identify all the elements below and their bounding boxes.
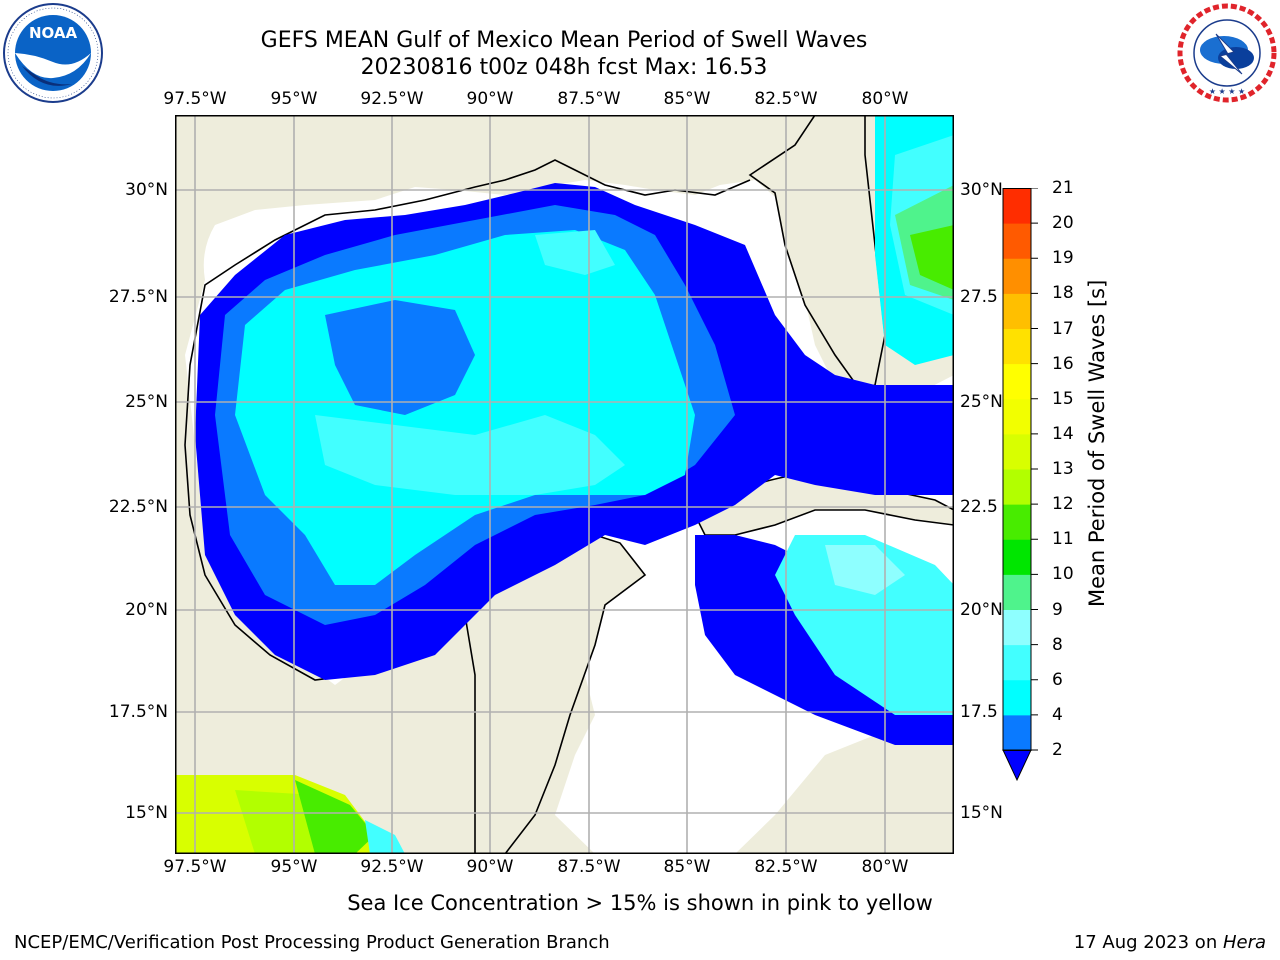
colorbar-swatch-15 [1003, 188, 1031, 224]
nws-logo: ★ ★ ★ ★ [1176, 2, 1278, 104]
svg-text:NOAA: NOAA [29, 24, 78, 42]
lon-tick-bottom: 82.5°W [754, 857, 818, 877]
lon-tick-top: 82.5°W [754, 89, 818, 109]
colorbar-swatch-14 [1003, 223, 1031, 259]
lon-tick-bottom: 97.5°W [163, 857, 227, 877]
swell-contour-12 [910, 225, 954, 290]
colorbar-tick-label: 2 [1052, 740, 1063, 760]
lon-tick-bottom: 87.5°W [557, 857, 621, 877]
lat-lon-grid [175, 115, 954, 854]
colorbar-tick-label: 19 [1052, 248, 1074, 269]
colorbar-swatch-0 [1003, 714, 1031, 751]
colorbar-swatch-3 [1003, 609, 1031, 646]
map-subtitle: 20230816 t00z 048h fcst Max: 16.53 [360, 55, 768, 80]
colorbar-tick-label: 11 [1052, 529, 1074, 550]
lon-tick-top: 92.5°W [360, 89, 424, 109]
lat-tick-right: 17.5 [960, 702, 998, 722]
colorbar-swatch-2 [1003, 644, 1031, 681]
colorbar-tick-label: 9 [1052, 599, 1063, 620]
lon-tick-top: 85°W [663, 89, 711, 109]
lat-tick-right: 15°N [960, 803, 1003, 823]
lon-tick-bottom: 90°W [466, 857, 514, 877]
lat-tick-right: 25°N [960, 392, 1003, 412]
colorbar-swatch-4 [1003, 574, 1031, 610]
colorbar-swatch-7 [1003, 469, 1031, 505]
footer-credit: NCEP/EMC/Verification Post Processing Pr… [14, 932, 610, 953]
colorbar-extend-triangle [1002, 749, 1032, 782]
colorbar-swatches [1002, 187, 1038, 782]
footer-host: Hera [1222, 932, 1266, 953]
lon-tick-top: 87.5°W [557, 89, 621, 109]
lat-tick-right: 22.5 [960, 497, 998, 517]
colorbar-swatch-6 [1003, 504, 1031, 540]
colorbar-tick-label: 8 [1052, 634, 1063, 655]
colorbar-swatch-13 [1003, 258, 1031, 294]
noaa-logo: NOAA [2, 2, 104, 104]
colorbar-swatch-12 [1003, 293, 1031, 329]
colorbar-swatch-1 [1003, 679, 1031, 716]
lat-tick-right: 30°N [960, 180, 1003, 200]
swell-contour-3 [325, 300, 475, 415]
footer-date-text: 17 Aug 2023 on [1073, 932, 1223, 953]
colorbar-tick-label: 21 [1052, 178, 1074, 198]
lon-tick-bottom: 95°W [270, 857, 318, 877]
colorbar-swatch-10 [1003, 363, 1031, 400]
swell-period-field [175, 115, 954, 854]
colorbar-tick-label: 17 [1052, 318, 1074, 339]
lon-tick-top: 90°W [466, 89, 514, 109]
lat-tick-left: 20°N [125, 600, 168, 620]
map-title: GEFS MEAN Gulf of Mexico Mean Period of … [260, 28, 868, 53]
colorbar-tick-label: 6 [1052, 669, 1063, 690]
colorbar-tick-label: 16 [1052, 353, 1074, 374]
lon-tick-top: 80°W [861, 89, 909, 109]
lon-tick-bottom: 92.5°W [360, 857, 424, 877]
gulf-of-mexico-map [175, 114, 955, 855]
svg-text:★ ★ ★ ★: ★ ★ ★ ★ [1209, 87, 1245, 96]
colorbar-tick-label: 12 [1052, 494, 1074, 515]
lat-tick-left: 22.5°N [108, 497, 168, 517]
colorbar-tick-label: 20 [1052, 213, 1074, 234]
colorbar-swatch-8 [1003, 433, 1031, 470]
lat-tick-left: 27.5°N [108, 287, 168, 307]
swell-contour-7 [775, 535, 954, 715]
lat-tick-left: 25°N [125, 392, 168, 412]
colorbar-swatch-11 [1003, 328, 1031, 365]
lat-tick-left: 30°N [125, 180, 168, 200]
lat-tick-right: 20°N [960, 600, 1003, 620]
lon-tick-top: 95°W [270, 89, 318, 109]
lon-tick-bottom: 85°W [663, 857, 711, 877]
colorbar-swatch-5 [1003, 539, 1031, 575]
colorbar-tick-label: 13 [1052, 459, 1074, 479]
colorbar-tick-label: 14 [1052, 423, 1074, 444]
colorbar-tick-label: 4 [1052, 704, 1063, 725]
swell-contour-5 [535, 230, 615, 275]
colorbar-label: Mean Period of Swell Waves [s] [1085, 279, 1109, 607]
lon-tick-bottom: 80°W [861, 857, 909, 877]
lat-tick-left: 15°N [125, 803, 168, 823]
colorbar-swatch-9 [1003, 398, 1031, 435]
colorbar-tick-label: 10 [1052, 564, 1074, 585]
swell-contour-16 [365, 820, 405, 854]
swell-contour-15 [295, 780, 375, 854]
map-frame [175, 115, 954, 854]
lat-tick-right: 27.5 [960, 287, 998, 307]
footer-date: 17 Aug 2023 on Hera [1074, 932, 1266, 954]
colorbar-tick-label: 15 [1052, 388, 1074, 409]
lat-tick-left: 17.5°N [108, 702, 168, 722]
map-panel [175, 114, 955, 855]
colorbar [1002, 187, 1042, 783]
colorbar-tick-label: 18 [1052, 283, 1074, 304]
sea-ice-note: Sea Ice Concentration > 15% is shown in … [347, 891, 933, 915]
lon-tick-top: 97.5°W [163, 89, 227, 109]
